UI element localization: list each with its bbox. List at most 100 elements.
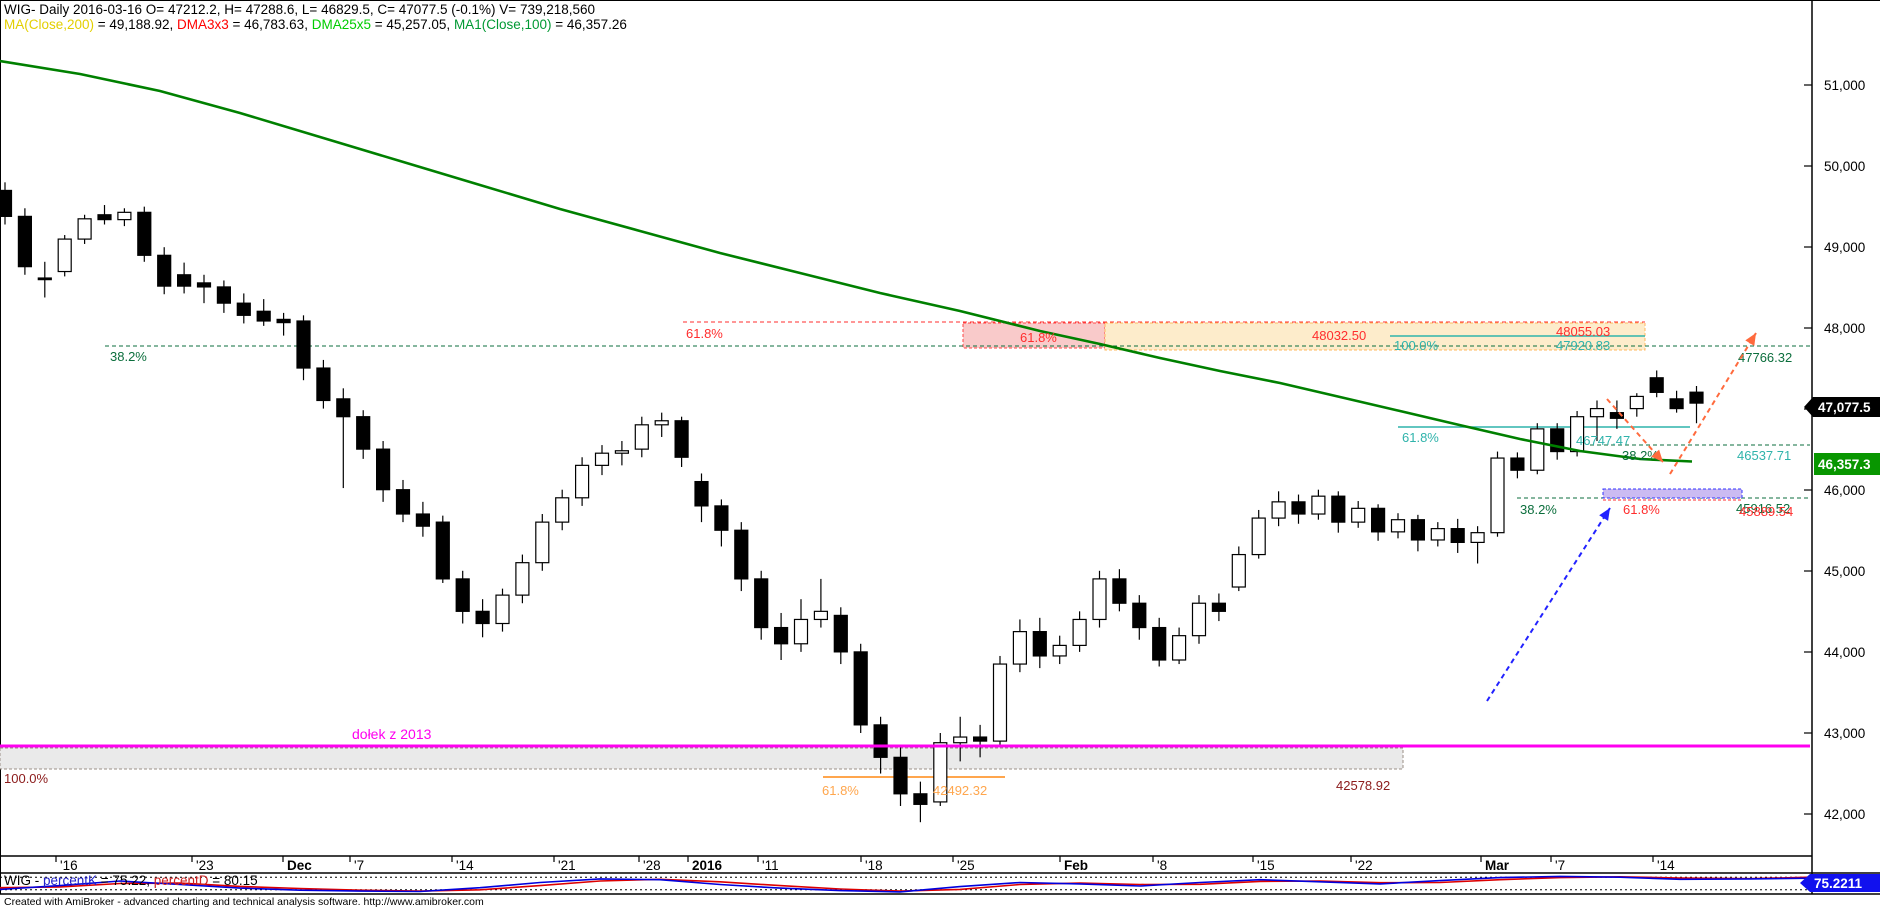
x-axis-label: '14: [456, 858, 474, 873]
candle-body: [1152, 626, 1167, 661]
percentk-value-tag-text: 75.2211: [1814, 876, 1863, 891]
fib-label: 61.8%: [1623, 502, 1660, 517]
last-price-tag-text: 47,077.5: [1818, 400, 1871, 415]
candle-body: [415, 513, 430, 527]
dma3x3-value: = 46,783.63,: [228, 17, 312, 32]
ma100-price-tag-text: 46,357.3: [1818, 457, 1871, 472]
candle-body: [1351, 507, 1366, 523]
candle-body: [893, 756, 908, 795]
candle-body: [1072, 618, 1087, 647]
percentk-value: = 75.22,: [97, 873, 154, 888]
candle-body: [117, 211, 132, 221]
percentk-value-tag: [1800, 874, 1880, 892]
candlestick-series[interactable]: [0, 182, 1704, 823]
candle-body: [1052, 644, 1067, 657]
candle-body: [754, 578, 769, 629]
fib-label: 38.2%: [1622, 448, 1659, 463]
ma100-price-tag: [1814, 453, 1880, 475]
ma100-line: [0, 59, 1693, 463]
candle-body: [455, 578, 470, 612]
x-axis-label: '8: [1157, 858, 1167, 873]
x-axis-label: '21: [558, 858, 576, 873]
indicator-title-line: MA(Close,200) = 49,188.92, DMA3x3 = 46,7…: [4, 17, 627, 32]
fib-label: 100.0%: [4, 771, 49, 786]
scenario-up-arrow: [1669, 332, 1757, 475]
y-axis-label: 50,000: [1824, 159, 1865, 174]
candle-body: [1311, 495, 1326, 515]
candle-body: [495, 594, 510, 625]
candle-body: [1331, 495, 1346, 523]
x-axis-label: '23: [196, 858, 214, 873]
fib-label: 45889.54: [1739, 504, 1793, 519]
candle-body: [1410, 519, 1426, 541]
percentd-label: percentD: [153, 873, 209, 888]
x-axis-label: '11: [762, 858, 779, 873]
percentd-value: = 80.15: [208, 873, 258, 888]
target-blue-arrow-head: [1599, 508, 1610, 521]
candle-body: [1609, 412, 1625, 419]
last-price-tag: [1804, 397, 1880, 417]
candle-body: [236, 302, 251, 316]
x-axis-label: Feb: [1064, 858, 1088, 873]
x-axis-label: '18: [865, 858, 883, 873]
fib-label: 61.8%: [1020, 330, 1057, 345]
candle-body: [594, 452, 610, 466]
candle-body: [992, 663, 1008, 742]
candle-body: [515, 562, 530, 596]
candle-body: [475, 610, 490, 625]
candle-body: [1689, 391, 1704, 404]
x-axis-label: '15: [1257, 858, 1275, 873]
y-axis-label: 48,000: [1824, 321, 1865, 336]
oscillator-title-line: WIG - percentK = 75.22, percentD = 80.15: [4, 874, 258, 888]
candle-body: [1271, 501, 1286, 519]
candle-body: [77, 218, 92, 240]
ma100-label: MA1(Close,100): [453, 17, 552, 32]
candle-body: [734, 529, 749, 580]
fib-label: 38.2%: [1520, 502, 1557, 517]
fib-label: 38.2%: [110, 349, 147, 364]
support-band-gray: [0, 747, 1404, 770]
candle-body: [535, 521, 550, 564]
y-axis-label: 49,000: [1824, 240, 1865, 255]
candle-body: [694, 480, 709, 507]
fib-label: 46747.47: [1576, 433, 1630, 448]
fib-label: 48032.50: [1312, 328, 1366, 343]
candle-body: [97, 214, 112, 221]
candle-body: [674, 420, 689, 458]
candle-body: [216, 286, 231, 304]
candle-body: [853, 651, 868, 726]
fib-label: 42578.92: [1336, 778, 1390, 793]
candle-body: [256, 310, 271, 322]
x-axis-label: 2016: [692, 858, 723, 873]
candle-body: [1390, 519, 1406, 533]
x-axis-label: '25: [957, 858, 975, 873]
candle-body: [1510, 457, 1525, 471]
candle-body: [1112, 578, 1127, 604]
candle-body: [296, 320, 311, 369]
candle-body: [1649, 377, 1664, 393]
candle-body: [1171, 635, 1187, 661]
candle-body: [555, 497, 570, 523]
candle-body: [157, 254, 172, 287]
candle-body: [1191, 602, 1207, 637]
x-axis-label: '22: [1355, 858, 1373, 873]
fib-label: 61.8%: [822, 783, 859, 798]
candle-body: [793, 618, 809, 645]
fib-label: 61.8%: [686, 326, 723, 341]
candle-body: [356, 416, 371, 450]
candle-body: [276, 318, 291, 324]
fib-label: 100.0%: [1394, 338, 1439, 353]
candle-body: [574, 464, 590, 499]
y-axis-label: 45,000: [1824, 564, 1865, 579]
candle-body: [1370, 507, 1386, 533]
candle-body: [1430, 528, 1445, 541]
candle-body: [1669, 398, 1684, 410]
ma100-value: = 46,357.26: [551, 17, 627, 32]
y-axis-label: 42,000: [1824, 807, 1865, 822]
candle-body: [137, 211, 152, 256]
candle-body: [1092, 578, 1107, 621]
target-band-purple: [1602, 488, 1743, 499]
candle-body: [1132, 602, 1147, 629]
candle-body: [933, 742, 948, 803]
